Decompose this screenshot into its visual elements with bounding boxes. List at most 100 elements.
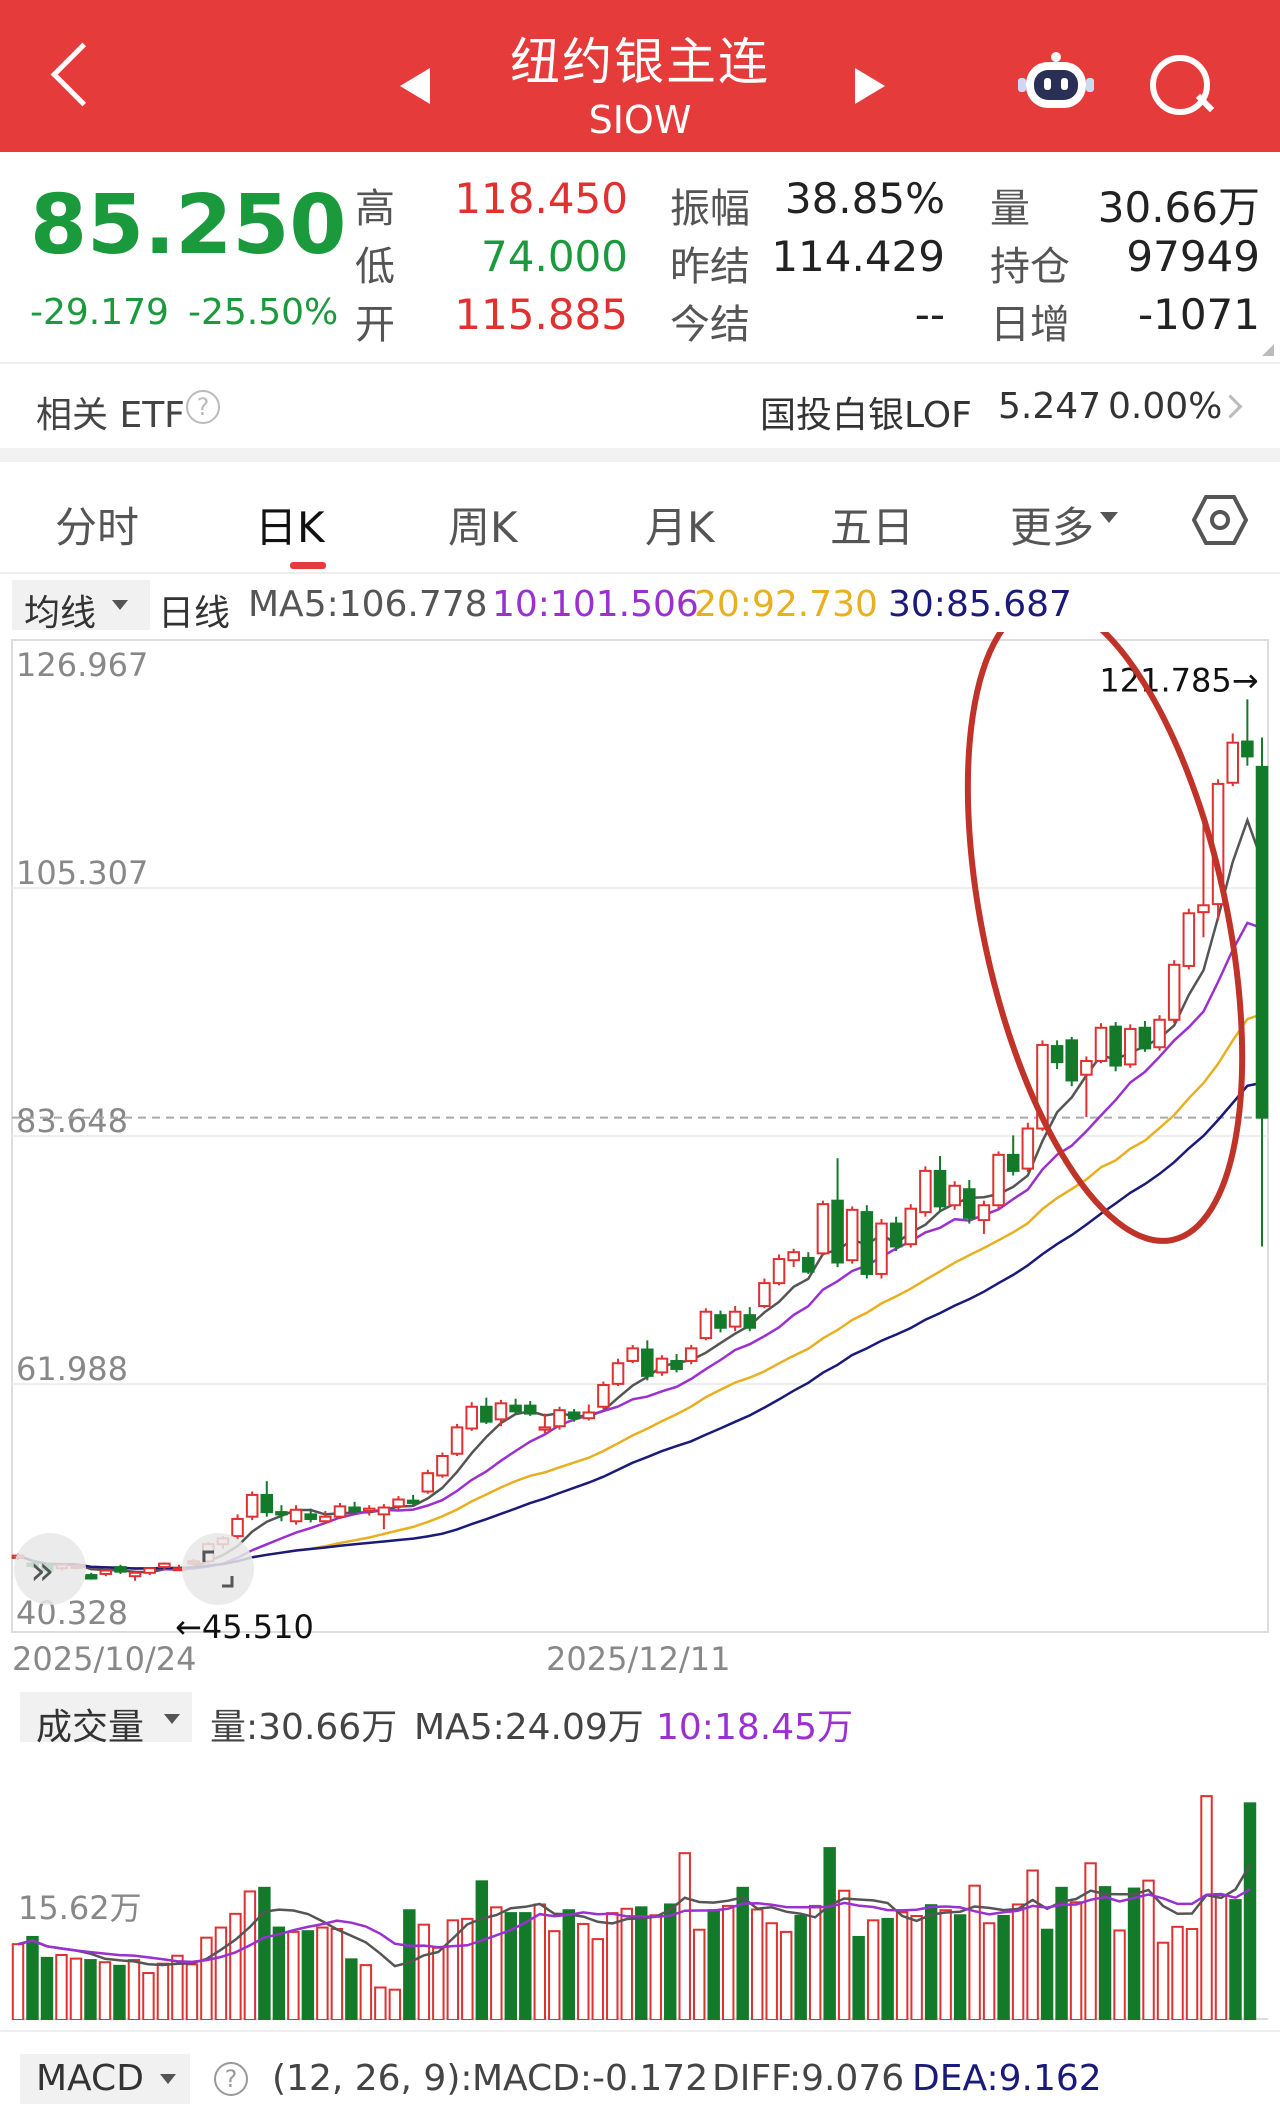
x-tick-label: 2025/10/24 [12, 1640, 196, 1677]
tab-intraday[interactable]: 分时 [55, 503, 140, 552]
volume-ma5-legend: MA5:24.09万 [414, 1707, 644, 1748]
candle [245, 1493, 259, 1518]
candle [919, 1169, 932, 1214]
candle [1138, 1026, 1152, 1050]
candle [158, 1562, 171, 1569]
previous-contract-icon[interactable] [400, 68, 430, 104]
ma-selector-label: 均线 [24, 593, 97, 634]
tab-weekly-k[interactable]: 周K [448, 503, 518, 552]
highlight-circle [964, 632, 1246, 1244]
candle [114, 1566, 127, 1573]
divider [0, 572, 1280, 574]
volume-bar [866, 1919, 880, 2020]
volume-bar [982, 1922, 996, 2020]
prev-settle-label: 昨结 [670, 244, 750, 290]
volume-bar [243, 1890, 257, 2020]
candle [1226, 741, 1239, 784]
volume-bar [388, 1988, 402, 2020]
candle [655, 1357, 669, 1374]
candle [319, 1515, 332, 1523]
volume-bar [156, 1962, 170, 2020]
volume-bar [1011, 1903, 1025, 2020]
volume-bar [1200, 1795, 1213, 2020]
candle [1094, 1026, 1108, 1062]
tab-five-day[interactable]: 五日 [830, 503, 915, 552]
robot-assistant-icon[interactable] [1018, 50, 1094, 116]
volume-ma10-legend: 10:18.45万 [656, 1707, 853, 1748]
candle [348, 1506, 361, 1512]
volume-bar [55, 1954, 68, 2020]
candle [714, 1314, 727, 1329]
candle [948, 1184, 961, 1207]
help-icon[interactable]: ? [186, 390, 220, 424]
volume-bar [113, 1964, 126, 2020]
candle [626, 1347, 639, 1362]
volume-bar [287, 1930, 300, 2020]
dropdown-caret-icon [112, 600, 128, 610]
volume-bar [562, 1909, 575, 2020]
volume-selector-label: 成交量 [36, 1707, 145, 1748]
candle [611, 1362, 625, 1385]
tab-more[interactable]: 更多 [1010, 503, 1095, 552]
macd-selector-label: MACD [36, 2058, 144, 2099]
candle [670, 1359, 683, 1370]
settings-hexagon-icon[interactable] [1192, 494, 1248, 546]
volume-bar [591, 1938, 604, 2020]
search-icon[interactable] [1150, 55, 1210, 115]
candle [143, 1567, 156, 1574]
tab-daily-k[interactable]: 日K [255, 503, 325, 552]
volume-bar [1142, 1879, 1155, 2020]
next-contract-icon[interactable] [855, 68, 885, 104]
volume-bar [69, 1957, 83, 2020]
daily-increase-label: 日增 [990, 302, 1070, 348]
y-tick-label: 83.648 [16, 1102, 128, 1140]
volume-value: 30.66万 [1097, 183, 1260, 232]
candle [406, 1499, 420, 1504]
candle [977, 1204, 991, 1222]
candle [275, 1511, 288, 1516]
candlestick-chart[interactable]: 126.967105.30783.64861.98840.328121.785→… [0, 632, 1280, 1677]
volume-bar [519, 1912, 532, 2020]
candle [450, 1426, 464, 1455]
volume-bar [359, 1964, 373, 2020]
volume-bar [1026, 1869, 1039, 2020]
volume-bar [707, 1909, 720, 2020]
volume-bar [403, 1909, 416, 2020]
volume-bar [258, 1886, 271, 2020]
volume-bar [229, 1912, 242, 2020]
volume-chart: 15.62万 [11, 1795, 1268, 2020]
volume-bar [417, 1923, 431, 2020]
volume-bar [649, 1914, 662, 2020]
tab-monthly-k[interactable]: 月K [645, 503, 715, 552]
y-tick-label: 61.988 [16, 1350, 128, 1388]
amplitude-value: 38.85% [784, 174, 945, 223]
max-price-marker: 121.785→ [1099, 661, 1258, 699]
high-value: 118.450 [454, 174, 628, 223]
candle [1182, 912, 1196, 967]
candle [304, 1513, 317, 1520]
prev-settle-value: 114.429 [771, 232, 945, 281]
divider [0, 2030, 1280, 2032]
daily-increase-value: -1071 [1137, 290, 1260, 339]
volume-bar [330, 1928, 344, 2020]
candle [802, 1256, 815, 1273]
divider [0, 362, 1280, 364]
volume-bar [214, 1926, 228, 2020]
help-icon[interactable]: ? [214, 2062, 248, 2096]
macd-params: (12, 26, 9): [272, 2058, 473, 2099]
volume-bar [475, 1880, 489, 2020]
candle [1006, 1153, 1020, 1172]
volume-ma10-line [17, 1888, 1251, 1964]
volume-bar [1055, 1886, 1068, 2020]
volume-bar [577, 1922, 590, 2020]
candle [377, 1506, 391, 1516]
volume-bar [1098, 1886, 1112, 2020]
fullscreen-button [182, 1533, 254, 1605]
amplitude-label: 振幅 [670, 186, 750, 232]
candle [99, 1569, 113, 1575]
volume-bar [1127, 1887, 1141, 2020]
volume-bar [548, 1930, 561, 2020]
page-title: 纽约银主连 [510, 33, 770, 91]
volume-bar [490, 1906, 503, 2020]
volume-selector[interactable] [20, 1692, 192, 1742]
